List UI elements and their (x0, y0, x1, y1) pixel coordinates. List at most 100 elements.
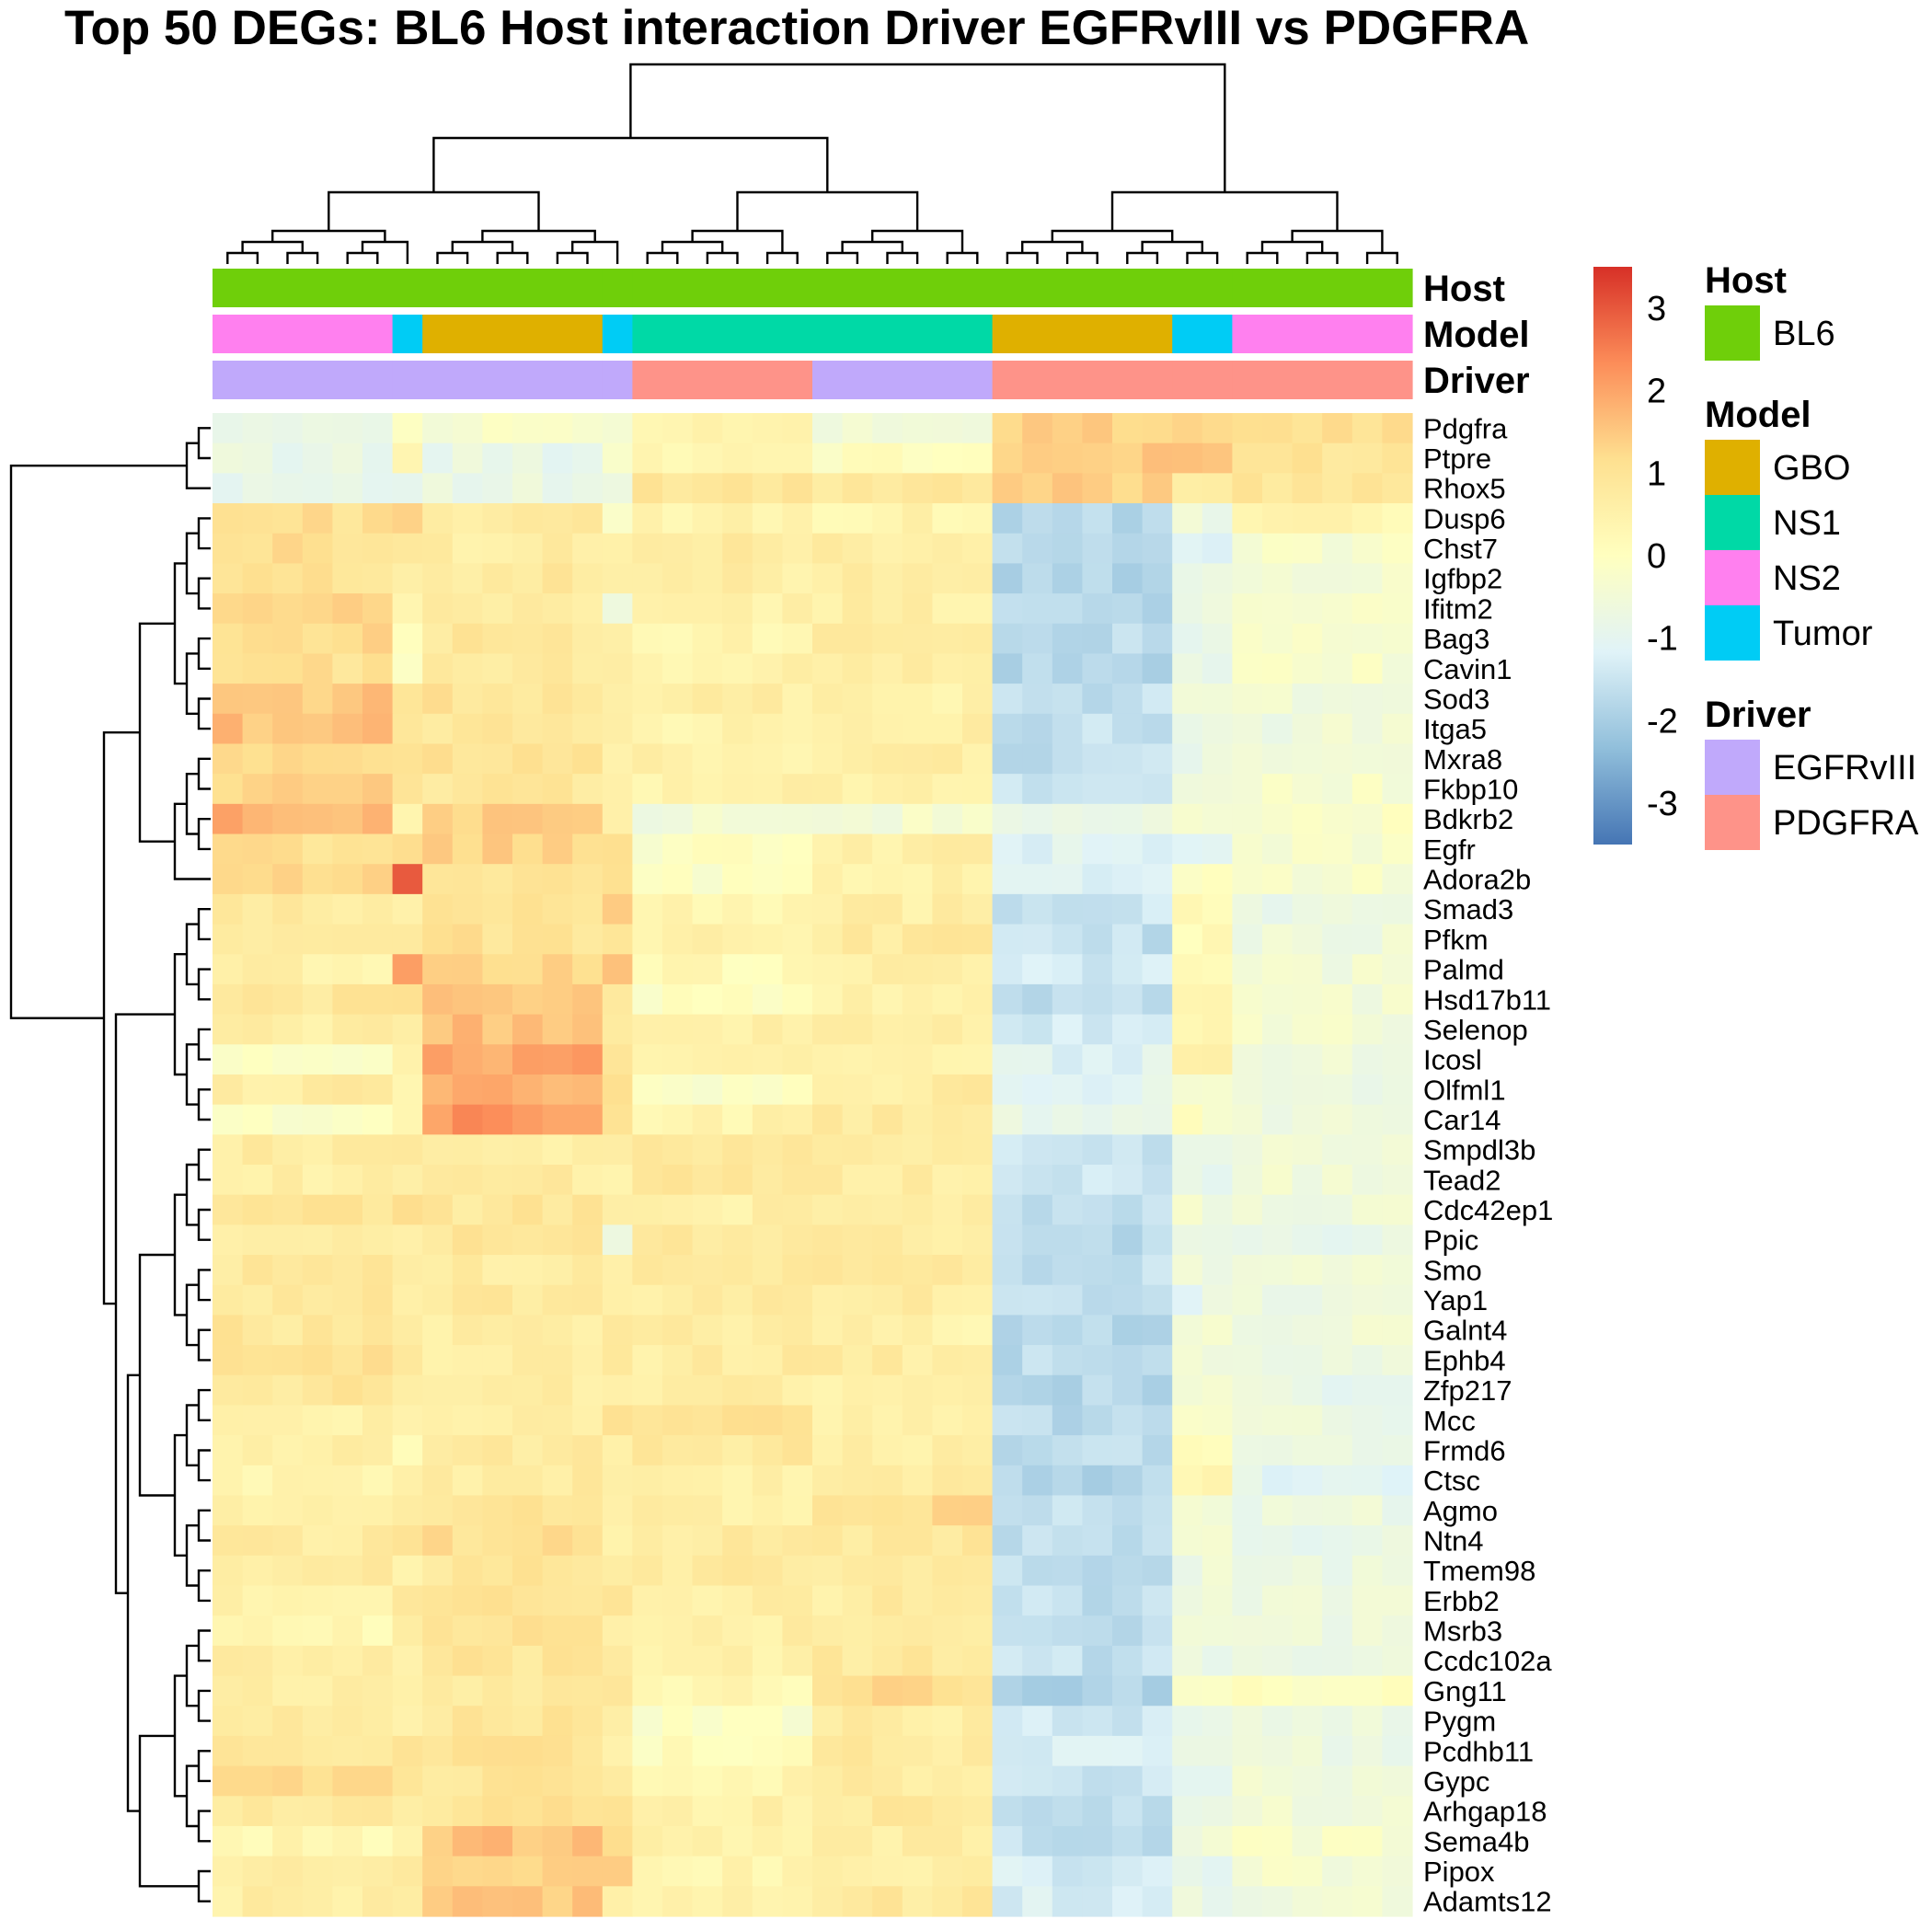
heatmap-cell (1142, 1525, 1173, 1557)
heatmap-cell (542, 1104, 573, 1135)
column-dendrogram-branch (271, 229, 386, 242)
heatmap-cell (1172, 1495, 1203, 1526)
heatmap-cell (213, 924, 244, 955)
column-dendrogram-branch (346, 251, 379, 264)
heatmap-cell (362, 1615, 394, 1647)
heatmap-cell (332, 983, 363, 1016)
heatmap-cell (932, 1555, 963, 1587)
legend-label: Tumor (1773, 615, 1873, 653)
annotation-label-model: Model (1423, 315, 1530, 355)
heatmap-cell (362, 473, 394, 504)
heatmap-cell (1052, 803, 1083, 835)
heatmap-cell (512, 1315, 544, 1346)
chart-title: Top 50 DEGs: BL6 Host interaction Driver… (64, 1, 1529, 55)
heatmap-cell (812, 1675, 844, 1707)
heatmap-cell (1052, 1825, 1083, 1857)
heatmap-cell (1052, 623, 1083, 655)
heatmap-cell (1351, 1765, 1383, 1797)
heatmap-cell (632, 1615, 663, 1647)
heatmap-cell (512, 533, 544, 564)
heatmap-cell (482, 684, 513, 715)
heatmap-cell (272, 1194, 304, 1225)
annotation-cell-driver (1172, 361, 1233, 399)
heatmap-cell (542, 1856, 573, 1887)
gene-label: Selenop (1423, 1014, 1528, 1046)
heatmap-cell (572, 774, 604, 805)
heatmap-cell (422, 533, 454, 564)
heatmap-cell (842, 1194, 873, 1225)
heatmap-cell (962, 1284, 994, 1316)
row-dendrogram-branch (197, 1028, 211, 1061)
heatmap-cell (512, 774, 544, 805)
heatmap-cell (392, 413, 423, 444)
heatmap-cell (1382, 1345, 1413, 1376)
heatmap-cell (572, 533, 604, 564)
heatmap-cell (872, 1194, 903, 1225)
heatmap-cell (602, 1134, 633, 1166)
heatmap-cell (1382, 1104, 1413, 1135)
heatmap-cell (1112, 1284, 1144, 1316)
heatmap-cell (1082, 1465, 1113, 1497)
heatmap-cell (422, 1374, 454, 1407)
heatmap-cell (932, 1165, 963, 1196)
heatmap-cell (962, 983, 994, 1016)
heatmap-cell (1202, 593, 1233, 625)
heatmap-cell (1022, 864, 1053, 895)
heatmap-cell (572, 833, 604, 865)
heatmap-cell (1232, 684, 1263, 715)
heatmap-cell (392, 593, 423, 625)
heatmap-cell (1082, 1284, 1113, 1316)
heatmap-cell (542, 1825, 573, 1857)
heatmap-cell (1142, 1555, 1173, 1587)
heatmap-cell (452, 1825, 483, 1857)
heatmap-cell (1382, 1074, 1413, 1106)
heatmap-cell (752, 1645, 783, 1677)
heatmap-cell (213, 1735, 244, 1767)
heatmap-cell (962, 1044, 994, 1075)
gene-label: Bag3 (1423, 623, 1489, 655)
heatmap-cell (482, 1224, 513, 1256)
heatmap-cell (1142, 684, 1173, 715)
heatmap-cell (422, 684, 454, 715)
heatmap-cell (392, 1284, 423, 1316)
heatmap-cell (902, 1495, 933, 1526)
heatmap-cell (1052, 743, 1083, 775)
heatmap-cell (1082, 473, 1113, 504)
heatmap-cell (542, 803, 573, 835)
heatmap-cell (842, 1675, 873, 1707)
heatmap-cell (812, 1796, 844, 1827)
heatmap-cell (1322, 713, 1353, 745)
heatmap-cell (1382, 1585, 1413, 1616)
heatmap-cell (1262, 653, 1294, 684)
heatmap-cell (1322, 833, 1353, 865)
heatmap-cell (302, 1525, 333, 1557)
heatmap-cell (1172, 713, 1203, 745)
heatmap-cell (512, 1585, 544, 1616)
heatmap-cell (872, 1555, 903, 1587)
row-dendrogram-branch (197, 1629, 211, 1662)
heatmap-cell (452, 1224, 483, 1256)
gene-label: Sod3 (1423, 684, 1489, 716)
heatmap-cell (332, 413, 363, 444)
heatmap-cell (1172, 533, 1203, 564)
heatmap-cell (422, 1014, 454, 1045)
heatmap-cell (452, 1284, 483, 1316)
heatmap-cell (1202, 1345, 1233, 1376)
heatmap-cell (962, 774, 994, 805)
heatmap-cell (992, 503, 1023, 534)
heatmap-cell (812, 1645, 844, 1677)
heatmap-cell (452, 983, 483, 1016)
heatmap-cell (812, 893, 844, 925)
heatmap-cell (842, 1495, 873, 1526)
heatmap-cell (1142, 983, 1173, 1016)
heatmap-cell (213, 533, 244, 564)
heatmap-cell (572, 1014, 604, 1045)
heatmap-cell (692, 1435, 723, 1466)
heatmap-cell (1262, 833, 1294, 865)
row-dendrogram-branch (173, 1193, 187, 1316)
heatmap-cell (422, 1465, 454, 1497)
heatmap-cell (872, 1465, 903, 1497)
heatmap-cell (392, 833, 423, 865)
heatmap-cell (872, 893, 903, 925)
heatmap-cell (932, 503, 963, 534)
